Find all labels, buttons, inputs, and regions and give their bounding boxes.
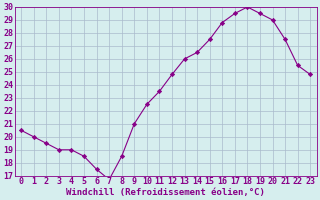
X-axis label: Windchill (Refroidissement éolien,°C): Windchill (Refroidissement éolien,°C) [66,188,265,197]
